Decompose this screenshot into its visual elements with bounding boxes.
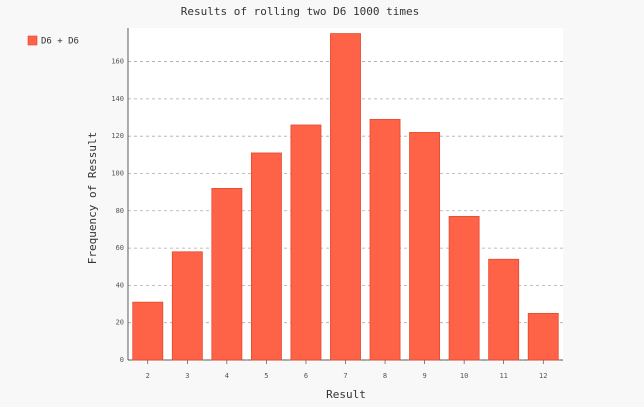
bar — [250, 152, 282, 361]
x-tick-label: 8 — [383, 372, 387, 380]
y-tick-label: 20 — [116, 319, 124, 327]
x-tick-label: 4 — [225, 372, 229, 380]
bar — [290, 124, 322, 361]
y-tick-label: 60 — [116, 244, 124, 252]
bar — [132, 301, 164, 361]
bar — [211, 188, 243, 361]
y-axis-title: Frequency of Ressult — [86, 132, 99, 264]
x-tick-label: 7 — [343, 372, 347, 380]
bar — [171, 251, 203, 361]
bar — [488, 258, 520, 361]
bar — [369, 118, 401, 361]
legend-swatch — [27, 35, 38, 46]
chart-title: Results of rolling two D6 1000 times — [181, 5, 419, 18]
y-tick-label: 120 — [111, 132, 124, 140]
y-tick-label: 40 — [116, 281, 124, 289]
x-tick-label: 3 — [185, 372, 189, 380]
y-tick-label: 160 — [111, 58, 124, 66]
y-tick-label: 140 — [111, 95, 124, 103]
y-tick-label: 0 — [120, 356, 124, 364]
x-tick-label: 9 — [422, 372, 426, 380]
y-tick-label: 80 — [116, 207, 124, 215]
x-tick-label: 11 — [499, 372, 507, 380]
bar — [527, 312, 559, 361]
x-tick-label: 6 — [304, 372, 308, 380]
bar — [330, 33, 361, 361]
bar — [409, 132, 441, 361]
x-tick-label: 5 — [264, 372, 268, 380]
y-tick-label: 100 — [111, 169, 124, 177]
x-tick-label: 10 — [460, 372, 468, 380]
x-tick-label: 12 — [539, 372, 547, 380]
x-axis-title: Result — [326, 388, 366, 401]
legend-label: D6 + D6 — [41, 37, 79, 47]
x-tick-label: 2 — [146, 372, 150, 380]
bar — [448, 215, 480, 361]
